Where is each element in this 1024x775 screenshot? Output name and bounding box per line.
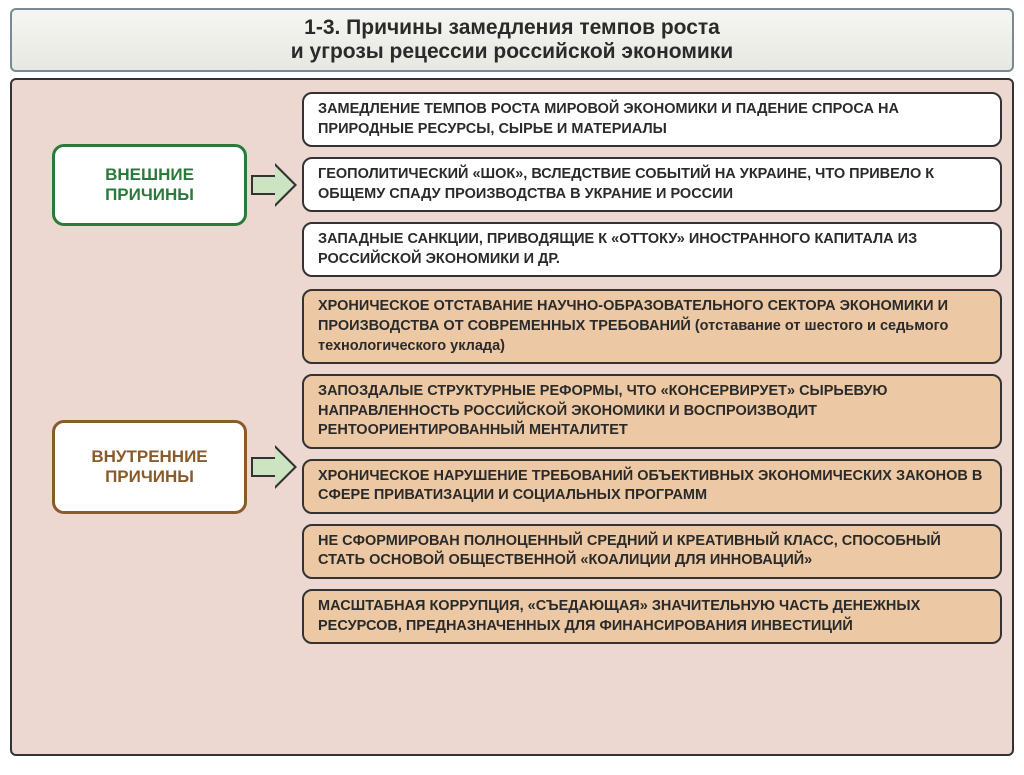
internal-causes-label: ВНУТРЕННИЕ ПРИЧИНЫ: [52, 420, 247, 514]
title-line-1: 1-3. Причины замедления темпов роста: [22, 16, 1002, 40]
external-causes-label: ВНЕШНИЕ ПРИЧИНЫ: [52, 144, 247, 226]
internal-item: ЗАПОЗДАЛЫЕ СТРУКТУРНЫЕ РЕФОРМЫ, ЧТО «КОН…: [302, 374, 1002, 449]
external-arrow-col: [247, 163, 302, 207]
title-line-2: и угрозы рецессии российской экономики: [22, 40, 1002, 64]
external-section: ВНЕШНИЕ ПРИЧИНЫ ЗАМЕДЛЕНИЕ ТЕМПОВ РОСТА …: [22, 92, 1002, 277]
external-item: ГЕОПОЛИТИЧЕСКИЙ «ШОК», ВСЛЕДСТВИЕ СОБЫТИ…: [302, 157, 1002, 212]
external-items: ЗАМЕДЛЕНИЕ ТЕМПОВ РОСТА МИРОВОЙ ЭКОНОМИК…: [302, 92, 1002, 277]
arrow-icon: [251, 163, 299, 207]
internal-items: ХРОНИЧЕСКОЕ ОТСТАВАНИЕ НАУЧНО-ОБРАЗОВАТЕ…: [302, 289, 1002, 644]
internal-section: ВНУТРЕННИЕ ПРИЧИНЫ ХРОНИЧЕСКОЕ ОТСТАВАНИ…: [22, 289, 1002, 644]
internal-item: НЕ СФОРМИРОВАН ПОЛНОЦЕННЫЙ СРЕДНИЙ И КРЕ…: [302, 524, 1002, 579]
external-item: ЗАПАДНЫЕ САНКЦИИ, ПРИВОДЯЩИЕ К «ОТТОКУ» …: [302, 222, 1002, 277]
internal-arrow-col: [247, 445, 302, 489]
internal-item: МАСШТАБНАЯ КОРРУПЦИЯ, «СЪЕДАЮЩАЯ» ЗНАЧИТ…: [302, 589, 1002, 644]
external-item: ЗАМЕДЛЕНИЕ ТЕМПОВ РОСТА МИРОВОЙ ЭКОНОМИК…: [302, 92, 1002, 147]
external-label-col: ВНЕШНИЕ ПРИЧИНЫ: [22, 144, 247, 226]
internal-item: ХРОНИЧЕСКОЕ ОТСТАВАНИЕ НАУЧНО-ОБРАЗОВАТЕ…: [302, 289, 1002, 364]
arrow-icon: [251, 445, 299, 489]
internal-label-col: ВНУТРЕННИЕ ПРИЧИНЫ: [22, 420, 247, 514]
main-panel: ВНЕШНИЕ ПРИЧИНЫ ЗАМЕДЛЕНИЕ ТЕМПОВ РОСТА …: [10, 78, 1014, 756]
page-title: 1-3. Причины замедления темпов роста и у…: [10, 8, 1014, 72]
internal-item: ХРОНИЧЕСКОЕ НАРУШЕНИЕ ТРЕБОВАНИЙ ОБЪЕКТИ…: [302, 459, 1002, 514]
